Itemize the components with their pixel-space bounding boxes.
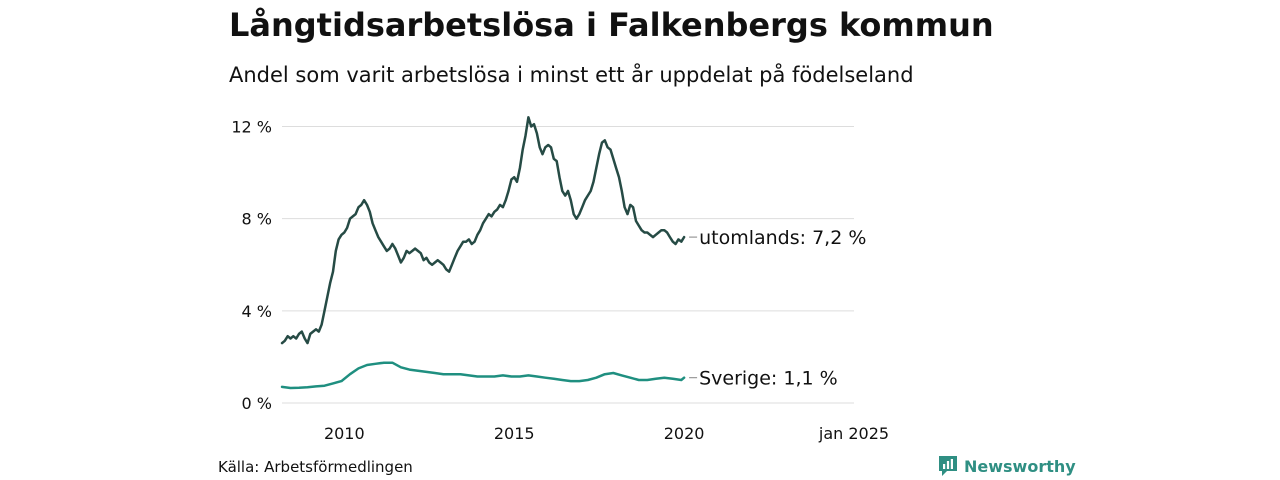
chart-subtitle: Andel som varit arbetslösa i minst ett å… <box>229 63 914 87</box>
series-line-utomlands <box>280 116 686 345</box>
x-tick-label: jan 2025 <box>818 424 889 443</box>
axis-layer: 0 % 4 % 8 % 12 % 2010 2015 2020 jan 2025 <box>231 118 889 443</box>
end-label-utomlands: utomlands: 7,2 % <box>699 227 866 249</box>
brand: Newsworthy <box>938 455 1076 477</box>
label-layer: utomlands: 7,2 % Sverige: 1,1 % <box>689 227 866 390</box>
grid-layer <box>282 126 854 404</box>
x-tick-label: 2010 <box>324 424 365 443</box>
series-line-sverige <box>280 361 686 390</box>
source-note: Källa: Arbetsförmedlingen <box>218 458 413 476</box>
y-tick-label: 0 % <box>242 394 272 413</box>
x-tick-label: 2020 <box>664 424 705 443</box>
x-tick-label: 2015 <box>494 424 535 443</box>
bar-chart-logo-icon <box>939 456 957 476</box>
end-label-sverige: Sverige: 1,1 % <box>699 368 838 390</box>
chart-title: Långtidsarbetslösa i Falkenbergs kommun <box>229 6 994 44</box>
y-tick-label: 4 % <box>242 302 272 321</box>
brand-name: Newsworthy <box>964 456 1076 476</box>
series-layer <box>280 116 686 390</box>
y-tick-label: 12 % <box>231 118 272 137</box>
y-tick-label: 8 % <box>242 210 272 229</box>
